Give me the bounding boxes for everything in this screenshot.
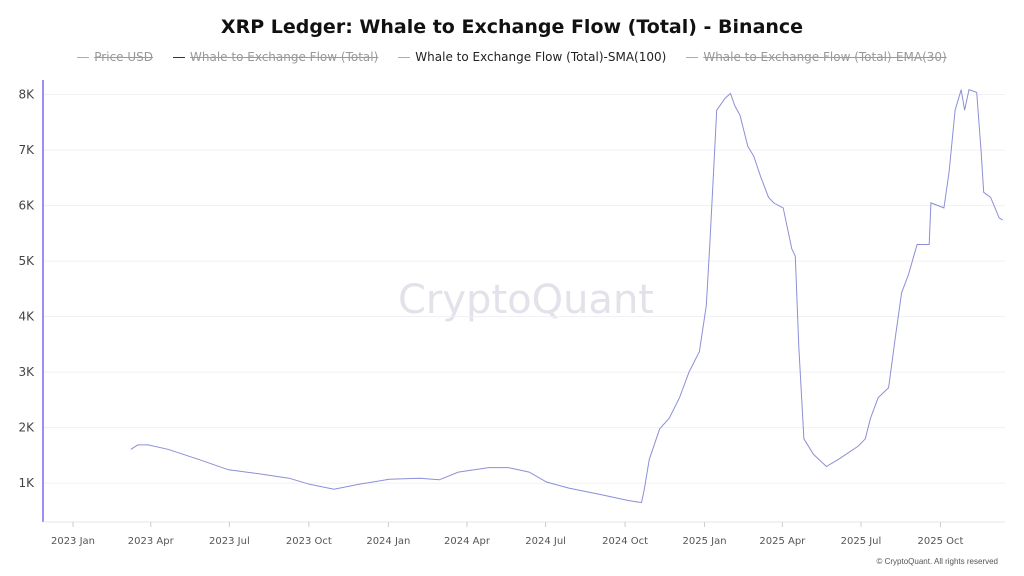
x-tick-label: 2023 Apr xyxy=(128,536,175,547)
legend: Price USD Whale to Exchange Flow (Total)… xyxy=(0,50,1024,64)
x-tick-label: 2025 Oct xyxy=(917,536,963,547)
copyright-footer: © CryptoQuant. All rights reserved xyxy=(876,557,999,566)
x-tick-label: 2025 Jan xyxy=(683,536,727,547)
series-line-sma100 xyxy=(130,89,1003,504)
y-tick-label: 3K xyxy=(18,365,35,379)
x-tick-label: 2024 Jul xyxy=(525,536,566,547)
watermark: CryptoQuant xyxy=(398,277,654,323)
chart-title: XRP Ledger: Whale to Exchange Flow (Tota… xyxy=(220,16,804,38)
x-tick-label: 2023 Jan xyxy=(51,536,95,547)
legend-item-sma100[interactable]: Whale to Exchange Flow (Total)-SMA(100) xyxy=(398,50,666,64)
x-tick-label: 2024 Jan xyxy=(366,536,410,547)
legend-item-ema30[interactable]: Whale to Exchange Flow (Total)-EMA(30) xyxy=(686,50,947,64)
legend-swatch xyxy=(173,56,186,58)
x-tick-label: 2025 Apr xyxy=(759,536,806,547)
y-tick-label: 6K xyxy=(18,199,35,213)
x-tick-label: 2024 Apr xyxy=(444,536,491,547)
legend-swatch xyxy=(398,56,411,58)
y-tick-label: 1K xyxy=(18,476,35,490)
y-tick-label: 7K xyxy=(18,143,35,157)
legend-swatch xyxy=(77,56,90,58)
x-tick-label: 2025 Jul xyxy=(841,536,882,547)
legend-item-price-usd[interactable]: Price USD xyxy=(77,50,153,64)
legend-swatch xyxy=(686,56,699,58)
legend-item-whale-flow[interactable]: Whale to Exchange Flow (Total) xyxy=(173,50,378,64)
y-tick-label: 4K xyxy=(18,310,35,324)
y-tick-label: 5K xyxy=(18,254,35,268)
y-tick-label: 8K xyxy=(18,88,35,102)
x-tick-label: 2023 Jul xyxy=(209,536,250,547)
x-tick-label: 2024 Oct xyxy=(602,536,648,547)
x-tick-label: 2023 Oct xyxy=(286,536,332,547)
y-tick-label: 2K xyxy=(18,421,35,435)
